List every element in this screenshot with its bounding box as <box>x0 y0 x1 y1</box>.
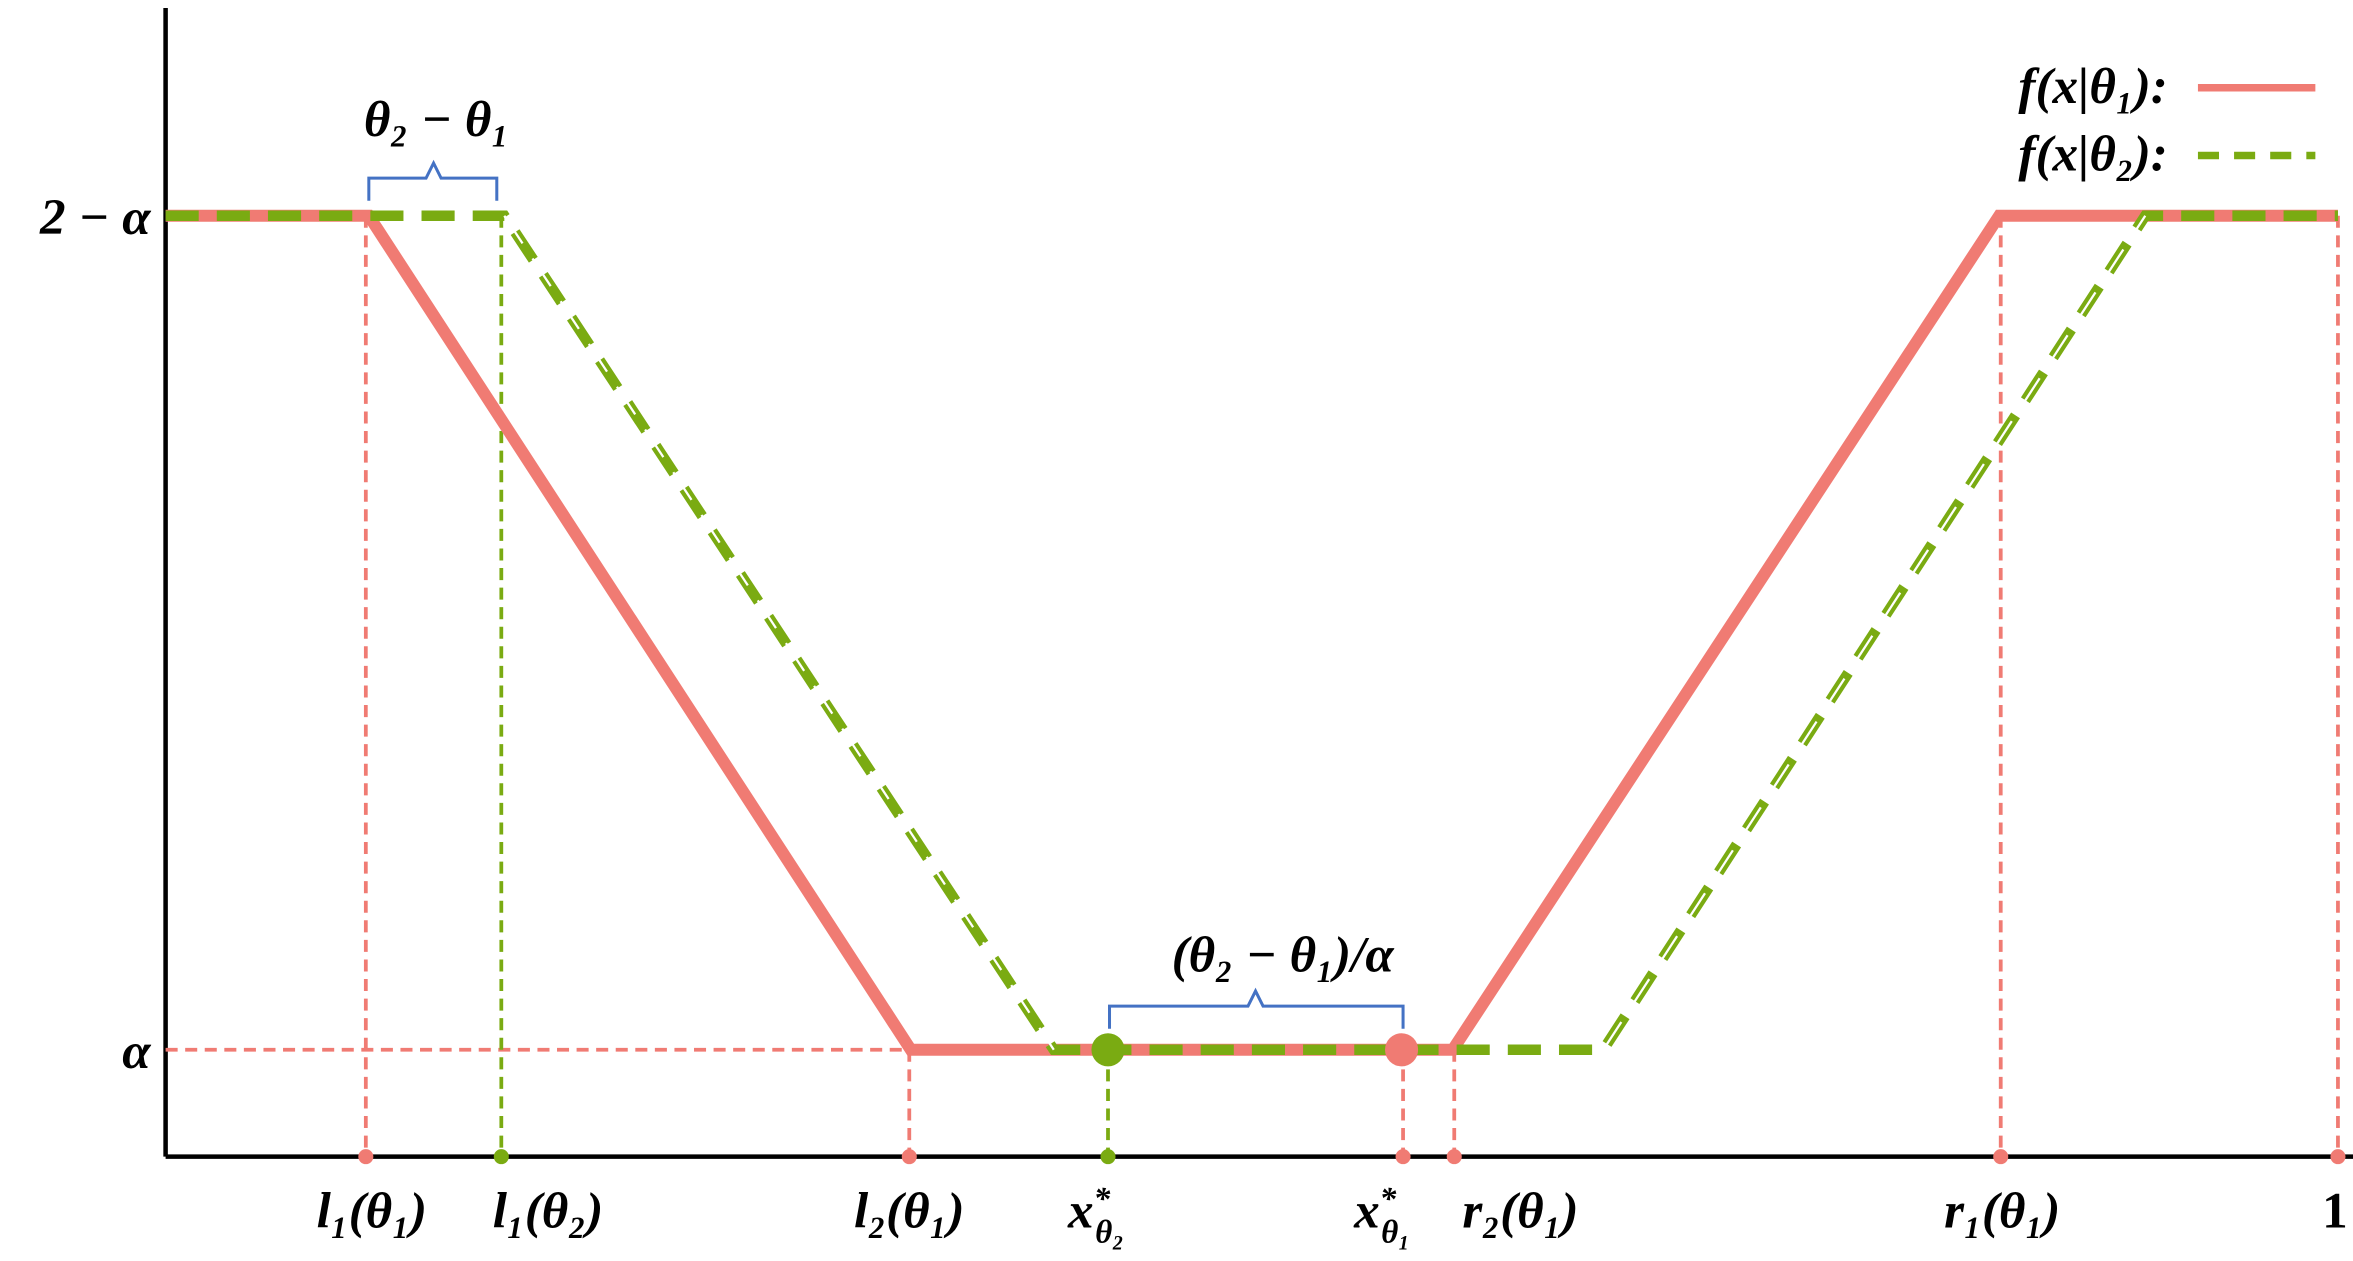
brace-label: (θ₂ − θ₁)/α <box>1172 926 1395 983</box>
brace <box>1108 987 1405 1029</box>
dot <box>358 1149 374 1165</box>
dot <box>2330 1149 2346 1165</box>
label-part: * <box>1380 1180 1397 1217</box>
y-label: α <box>122 1023 151 1080</box>
min-point <box>1091 1033 1125 1067</box>
label-part: θ₁ <box>1381 1213 1410 1250</box>
x-label: l₂(θ₁) <box>854 1182 965 1239</box>
brace <box>367 159 499 201</box>
guides <box>165 215 2340 1157</box>
x-labels: l₁(θ₁) l₁(θ₂) l₂(θ₁) x* θ₂ x* θ₁ r₂(θ₁) r₁… <box>317 1180 2348 1250</box>
x-label: l₁(θ₂) <box>493 1182 604 1239</box>
dot <box>1100 1149 1116 1165</box>
x-label: l₁(θ₁) <box>317 1182 428 1239</box>
label-part: x <box>1353 1182 1380 1239</box>
x-label: r₁(θ₁) <box>1944 1182 2060 1239</box>
label-part: x <box>1067 1182 1094 1239</box>
dot <box>1395 1149 1411 1165</box>
axis-dots <box>358 1149 2346 1165</box>
dot <box>1446 1149 1462 1165</box>
curve-highlight <box>503 215 1055 1051</box>
curve-theta2 <box>165 210 2338 1056</box>
legend-label: f(x|θ₁): <box>2018 58 2167 115</box>
curve-highlight <box>1602 215 2147 1051</box>
label-part: θ₂ <box>1095 1213 1124 1250</box>
dot <box>493 1149 509 1165</box>
x-label: 1 <box>2322 1182 2348 1239</box>
x-label: x* θ₁ <box>1353 1180 1410 1250</box>
curve-theta1 <box>165 209 2338 1056</box>
min-point <box>1385 1033 1419 1067</box>
y-label: 2 − α <box>39 189 151 246</box>
legend-label: f(x|θ₂): <box>2018 126 2167 183</box>
x-label: x* θ₂ <box>1067 1180 1124 1250</box>
brace-label: θ₂ − θ₁ <box>364 91 509 148</box>
x-label: r₂(θ₁) <box>1462 1182 1578 1239</box>
label-part: * <box>1094 1180 1111 1217</box>
dot <box>1993 1149 2009 1165</box>
dot <box>901 1149 917 1165</box>
